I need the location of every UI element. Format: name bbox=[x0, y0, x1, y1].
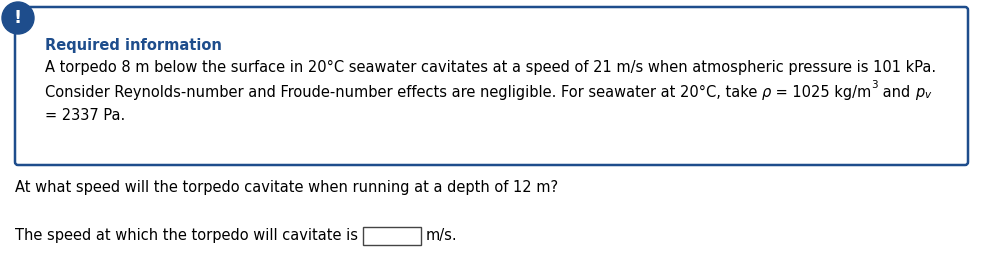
Text: 3: 3 bbox=[871, 80, 878, 90]
Text: m/s.: m/s. bbox=[425, 228, 458, 243]
Text: !: ! bbox=[14, 9, 22, 27]
Text: = 1025 kg/m: = 1025 kg/m bbox=[771, 85, 871, 100]
Text: Required information: Required information bbox=[45, 38, 222, 53]
Text: A torpedo 8 m below the surface in 20°C seawater cavitates at a speed of 21 m/s : A torpedo 8 m below the surface in 20°C … bbox=[45, 60, 936, 75]
Text: v: v bbox=[924, 90, 930, 100]
Text: At what speed will the torpedo cavitate when running at a depth of 12 m?: At what speed will the torpedo cavitate … bbox=[15, 180, 558, 195]
Text: = 2337 Pa.: = 2337 Pa. bbox=[45, 108, 126, 123]
FancyBboxPatch shape bbox=[15, 7, 968, 165]
Circle shape bbox=[2, 2, 34, 34]
Text: and: and bbox=[878, 85, 915, 100]
FancyBboxPatch shape bbox=[362, 227, 420, 245]
Text: The speed at which the torpedo will cavitate is: The speed at which the torpedo will cavi… bbox=[15, 228, 362, 243]
Text: Consider Reynolds-number and Froude-number effects are negligible. For seawater : Consider Reynolds-number and Froude-numb… bbox=[45, 85, 762, 100]
Text: p: p bbox=[915, 85, 924, 100]
Text: ρ: ρ bbox=[762, 85, 771, 100]
